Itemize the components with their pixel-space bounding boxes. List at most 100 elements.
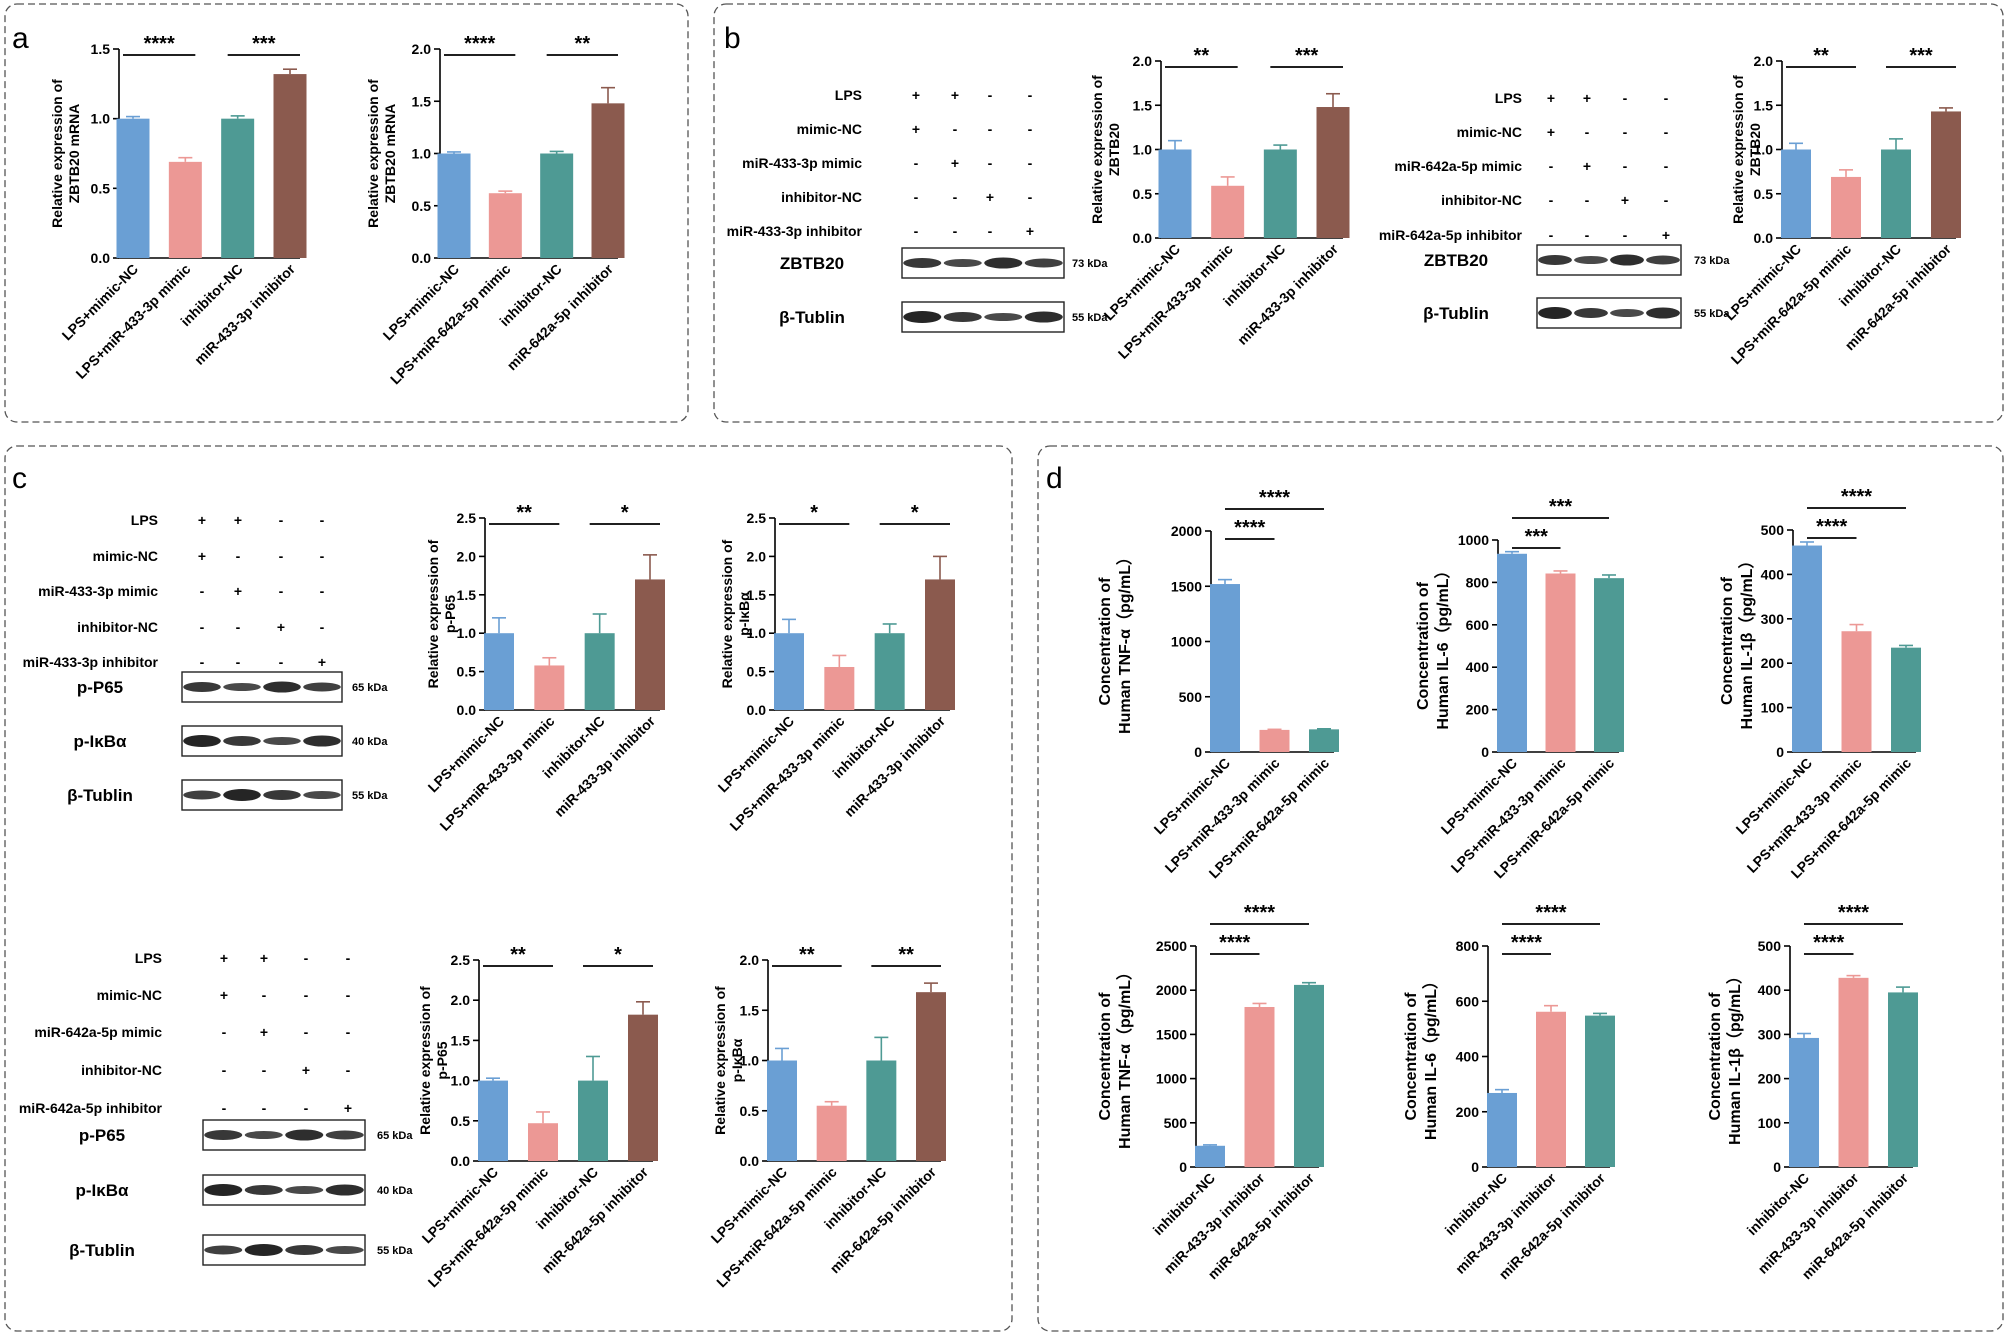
significance-label: ****	[1244, 902, 1275, 924]
condition-sign: -	[236, 548, 241, 564]
y-axis-label-line: ZBTB20	[1106, 123, 1122, 176]
condition-sign: -	[320, 548, 325, 564]
y-axis-label-line: Relative expression of	[417, 986, 433, 1135]
condition-sign: -	[914, 189, 919, 205]
significance-label: **	[575, 33, 591, 55]
y-tick-label: 0	[1471, 1159, 1479, 1175]
y-tick-label: 2000	[1156, 982, 1187, 998]
significance-label: *	[810, 502, 818, 524]
y-axis-label-line: Human IL-1β（pg/mL）	[1726, 968, 1744, 1145]
condition-sign: -	[262, 1062, 267, 1078]
blot-kda: 73 kDa	[1072, 258, 1108, 270]
blot-name: p-P65	[79, 1126, 125, 1145]
condition-label: mimic-NC	[797, 121, 862, 137]
y-tick-label: 200	[1456, 1104, 1480, 1120]
chart-c1: 0.0 0.5 1.0 1.5 2.0 2.5 Relative expression of…	[425, 502, 665, 834]
bar-b2-2	[1881, 149, 1911, 238]
y-axis-label-line: p-IκBα	[729, 1038, 745, 1082]
bar-c4-0	[767, 1060, 797, 1161]
blot-name: ZBTB20	[780, 254, 844, 273]
condition-sign: -	[346, 1062, 351, 1078]
bar-d4-2	[1294, 984, 1324, 1167]
y-tick-label: 0.0	[412, 250, 432, 266]
condition-sign: -	[1664, 90, 1669, 106]
y-tick-label: 300	[1758, 1026, 1782, 1042]
y-tick-label: 400	[1758, 982, 1782, 998]
blot-band	[1024, 311, 1063, 323]
y-tick-label: 0.5	[1133, 186, 1153, 202]
condition-label: mimic-NC	[1457, 124, 1522, 140]
chart-c4: 0.0 0.5 1.0 1.5 2.0 Relative expression ofp-I…	[708, 944, 946, 1290]
blot-band	[263, 737, 301, 745]
blot-band	[903, 258, 942, 268]
chart-d1: 0 500 1000 1500 2000 Concentration of Human TN…	[1097, 487, 1339, 881]
bar-d4-0	[1195, 1145, 1225, 1167]
y-axis-label-line: Concentration of	[1415, 581, 1432, 710]
blot-kda: 55 kDa	[377, 1245, 413, 1257]
significance-label: ****	[144, 33, 175, 55]
blot-band	[984, 313, 1023, 321]
blot-band	[303, 735, 341, 747]
blot-band	[325, 1184, 364, 1196]
significance-label: ***	[1909, 45, 1933, 67]
y-tick-label: 500	[1761, 522, 1785, 538]
y-axis-label-line: Human IL-1β（pg/mL）	[1738, 553, 1756, 730]
bar-d3-0	[1792, 545, 1822, 752]
significance-label: ***	[1525, 526, 1549, 548]
bar-c1-0	[484, 633, 514, 710]
y-tick-label: 600	[1466, 617, 1490, 633]
significance-label: **	[1194, 45, 1210, 67]
y-axis-label-line: Human TNF-α（pg/mL）	[1116, 549, 1134, 734]
blot-band	[1610, 309, 1644, 317]
condition-sign: -	[1623, 124, 1628, 140]
chart-b1: 0.0 0.5 1.0 1.5 2.0 Relative expression ofZBT…	[1089, 45, 1350, 362]
condition-sign: -	[914, 223, 919, 239]
condition-sign: -	[320, 583, 325, 599]
chart-d6: 0 100 200 300 400 500 Concentration of Human IL…	[1707, 902, 1918, 1282]
significance-label: ****	[1259, 487, 1290, 509]
condition-label: mimic-NC	[93, 548, 158, 564]
condition-sign: -	[1664, 124, 1669, 140]
condition-sign: +	[260, 1024, 268, 1040]
y-axis-label-line: Relative expression of	[712, 986, 728, 1135]
condition-sign: -	[320, 619, 325, 635]
blot-band	[1024, 258, 1063, 268]
condition-sign: +	[1621, 192, 1629, 208]
condition-sign: -	[1585, 227, 1590, 243]
y-tick-label: 2.0	[740, 952, 760, 968]
panel-b-frame	[713, 3, 2004, 423]
y-tick-label: 800	[1466, 574, 1490, 590]
condition-sign: +	[220, 987, 228, 1003]
bar-c2-1	[824, 666, 855, 710]
condition-sign: -	[988, 155, 993, 171]
bar-c4-1	[816, 1105, 847, 1161]
blot-band	[204, 1130, 243, 1140]
category-label: miR-433-3p inhibitor	[551, 712, 658, 819]
significance-label: ***	[1295, 45, 1319, 67]
y-tick-label: 1.0	[451, 1073, 471, 1089]
condition-sign: -	[1549, 192, 1554, 208]
condition-sign: -	[953, 189, 958, 205]
significance-label: **	[799, 944, 815, 966]
y-tick-label: 0.5	[747, 664, 767, 680]
condition-sign: +	[1583, 158, 1591, 174]
condition-sign: -	[304, 1100, 309, 1116]
bar-a2-2	[540, 153, 574, 258]
blot-table-c1: LPS + + - - mimic-NC + - - - miR-433-3p mimic - + - - i…	[23, 512, 388, 811]
blot-band	[244, 1131, 283, 1139]
blot-band	[1574, 256, 1608, 264]
condition-sign: -	[346, 950, 351, 966]
y-tick-label: 300	[1761, 611, 1785, 627]
condition-sign: -	[346, 1024, 351, 1040]
significance-label: ****	[1813, 932, 1844, 954]
y-tick-label: 400	[1761, 566, 1785, 582]
condition-label: miR-642a-5p inhibitor	[1379, 227, 1523, 243]
blot-kda: 73 kDa	[1694, 255, 1730, 267]
blot-name: β-Tublin	[1423, 304, 1489, 323]
bar-b2-3	[1931, 111, 1961, 238]
condition-sign: -	[262, 987, 267, 1003]
significance-label: ****	[1234, 517, 1265, 539]
significance-label: **	[898, 944, 914, 966]
significance-label: ****	[464, 33, 495, 55]
blot-band	[183, 735, 221, 747]
